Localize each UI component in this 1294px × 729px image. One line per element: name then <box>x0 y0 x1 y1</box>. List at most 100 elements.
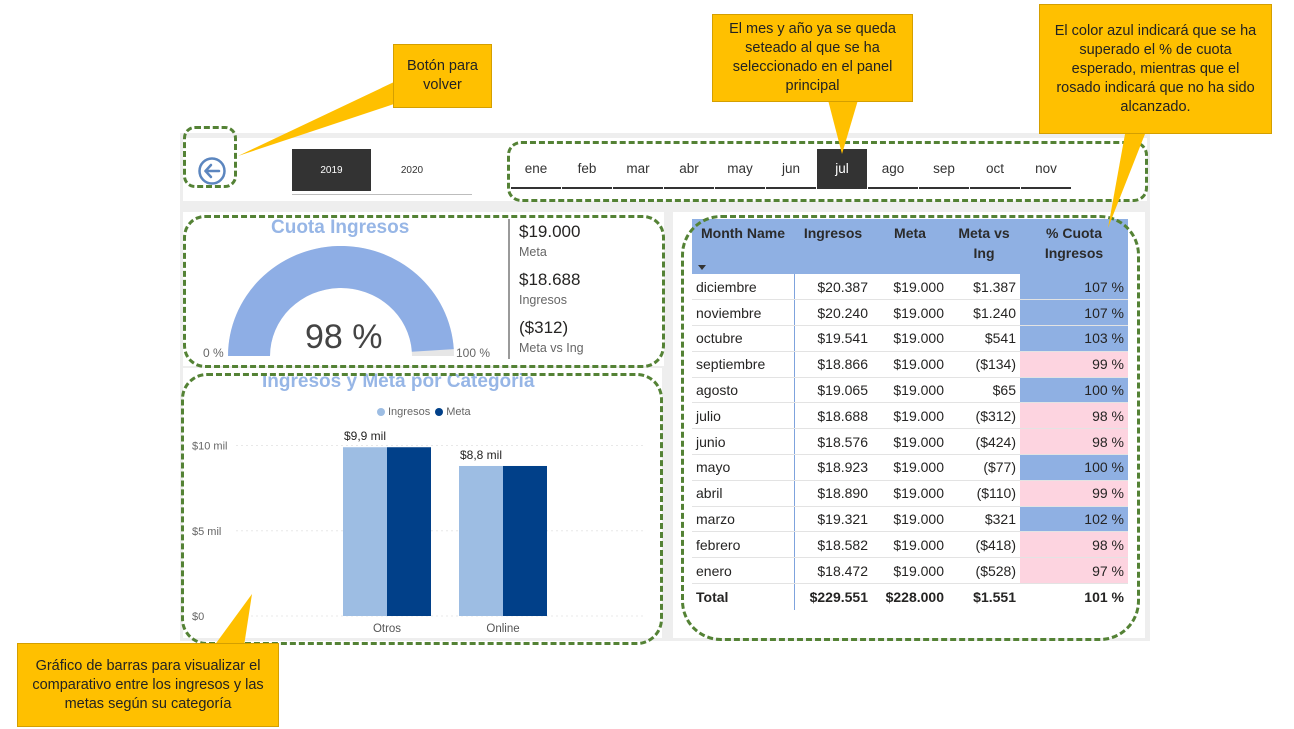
bar-meta-online[interactable] <box>503 465 547 616</box>
month-button-jul[interactable]: jul <box>817 149 867 189</box>
arrow-left-circle-icon <box>198 157 226 185</box>
cell-meta-vs-ing: $1.387 <box>948 274 1020 301</box>
cell-ingresos: $18.866 <box>794 351 872 378</box>
header-meta-vs-ing[interactable]: Meta vs Ing <box>948 219 1020 274</box>
cell-ingresos: $18.890 <box>794 480 872 507</box>
table-row[interactable]: junio $18.576 $19.000 ($424) 98 % <box>692 428 1128 456</box>
cell-meta: $19.000 <box>872 480 948 507</box>
month-button-feb[interactable]: feb <box>562 149 612 189</box>
annotation-outline-bars <box>181 373 663 645</box>
cell-month: junio <box>692 428 795 456</box>
cell-meta: $19.000 <box>872 377 948 404</box>
cell-meta: $19.000 <box>872 506 948 533</box>
header-ingresos[interactable]: Ingresos <box>794 219 872 274</box>
kpi-diff-label: Meta vs Ing <box>519 341 584 355</box>
pointer-color <box>1108 134 1145 228</box>
x-tick-label: Otros <box>373 623 401 635</box>
cell-ingresos: $20.240 <box>794 299 872 327</box>
cell-meta-vs-ing: ($528) <box>948 557 1020 585</box>
table-row[interactable]: mayo $18.923 $19.000 ($77) 100 % <box>692 454 1128 481</box>
header-meta[interactable]: Meta <box>872 219 948 274</box>
gauge-max-label: 100 % <box>456 346 491 360</box>
total-meta: $228.000 <box>885 588 944 605</box>
cell-ingresos: $19.065 <box>794 377 872 404</box>
cell-month: febrero <box>692 531 795 559</box>
cell-meta-vs-ing: ($312) <box>948 402 1020 430</box>
table-row[interactable]: noviembre $20.240 $19.000 $1.240 107 % <box>692 299 1128 327</box>
cell-ingresos: $20.387 <box>794 274 872 301</box>
cell-pct-cuota: 100 % <box>1020 377 1128 404</box>
month-button-ene[interactable]: ene <box>511 149 561 189</box>
callout-month: El mes y año ya se queda seteado al que … <box>712 14 913 102</box>
cell-pct-cuota: 99 % <box>1020 351 1128 378</box>
cell-month: julio <box>692 402 795 430</box>
cell-pct-cuota: 98 % <box>1020 531 1128 559</box>
y-tick-label: $5 mil <box>192 526 221 538</box>
cell-pct-cuota: 102 % <box>1020 506 1128 533</box>
data-label: $9,9 mil <box>344 429 386 443</box>
cell-pct-cuota: 107 % <box>1020 299 1128 327</box>
month-button-jun[interactable]: jun <box>766 149 816 189</box>
cell-meta: $19.000 <box>872 557 948 585</box>
bar-meta-otros[interactable] <box>387 447 431 616</box>
year-button-2019[interactable]: 2019 <box>292 149 371 191</box>
bar-ingresos-online[interactable] <box>459 465 503 616</box>
cell-ingresos: $18.688 <box>794 402 872 430</box>
month-button-nov[interactable]: nov <box>1021 149 1071 189</box>
table-row[interactable]: febrero $18.582 $19.000 ($418) 98 % <box>692 531 1128 559</box>
callout-color: El color azul indicará que se ha superad… <box>1039 4 1272 134</box>
kpi-diff-value: ($312) <box>519 318 569 337</box>
cell-pct-cuota: 97 % <box>1020 557 1128 585</box>
bar-chart-legend: Ingresos Meta <box>377 406 471 418</box>
month-button-mar[interactable]: mar <box>613 149 663 189</box>
callout-back: Botón para volver <box>393 44 492 108</box>
table-row[interactable]: abril $18.890 $19.000 ($110) 99 % <box>692 480 1128 507</box>
cell-month: enero <box>692 557 795 585</box>
cell-month: abril <box>692 480 795 507</box>
cell-ingresos: $18.576 <box>794 428 872 456</box>
gauge-value: 98 % <box>305 318 383 356</box>
table-row[interactable]: octubre $19.541 $19.000 $541 103 % <box>692 325 1128 352</box>
gauge-chart[interactable] <box>228 246 454 358</box>
table-total-row: Total $229.551 $228.000 $1.551 101 % <box>692 583 1128 610</box>
month-button-oct[interactable]: oct <box>970 149 1020 189</box>
kpi-meta-value: $19.000 <box>519 222 581 241</box>
table-row[interactable]: septiembre $18.866 $19.000 ($134) 99 % <box>692 351 1128 378</box>
cell-month: septiembre <box>692 351 795 378</box>
cell-meta-vs-ing: $65 <box>948 377 1020 404</box>
kpi-divider <box>508 219 510 359</box>
cell-pct-cuota: 107 % <box>1020 274 1128 301</box>
cell-ingresos: $19.321 <box>794 506 872 533</box>
cell-pct-cuota: 99 % <box>1020 480 1128 507</box>
cell-ingresos: $18.923 <box>794 454 872 481</box>
cell-month: diciembre <box>692 274 795 301</box>
year-button-2020[interactable]: 2020 <box>372 149 452 191</box>
table-row[interactable]: julio $18.688 $19.000 ($312) 98 % <box>692 402 1128 430</box>
table-row[interactable]: agosto $19.065 $19.000 $65 100 % <box>692 377 1128 404</box>
year-slicer-underline <box>292 194 472 195</box>
cell-meta: $19.000 <box>872 454 948 481</box>
month-button-sep[interactable]: sep <box>919 149 969 189</box>
table-row[interactable]: marzo $19.321 $19.000 $321 102 % <box>692 506 1128 533</box>
cell-meta-vs-ing: $1.240 <box>948 299 1020 327</box>
cell-meta: $19.000 <box>872 325 948 352</box>
sort-desc-icon[interactable] <box>698 265 706 270</box>
annotation-outline-back <box>183 126 237 188</box>
back-button[interactable] <box>197 156 227 186</box>
legend-ingresos-label: Ingresos <box>388 406 431 418</box>
month-button-abr[interactable]: abr <box>664 149 714 189</box>
month-button-may[interactable]: may <box>715 149 765 189</box>
cell-meta-vs-ing: $541 <box>948 325 1020 352</box>
cell-ingresos: $18.582 <box>794 531 872 559</box>
total-pct-cuota: 101 % <box>1084 588 1124 605</box>
cell-meta: $19.000 <box>872 402 948 430</box>
bar-ingresos-otros[interactable] <box>343 447 387 616</box>
table-row[interactable]: enero $18.472 $19.000 ($528) 97 % <box>692 557 1128 585</box>
month-button-ago[interactable]: ago <box>868 149 918 189</box>
cell-meta: $19.000 <box>872 351 948 378</box>
y-tick-label: $10 mil <box>192 441 227 453</box>
table-row[interactable]: diciembre $20.387 $19.000 $1.387 107 % <box>692 274 1128 301</box>
cell-meta-vs-ing: ($418) <box>948 531 1020 559</box>
cell-month: marzo <box>692 506 795 533</box>
